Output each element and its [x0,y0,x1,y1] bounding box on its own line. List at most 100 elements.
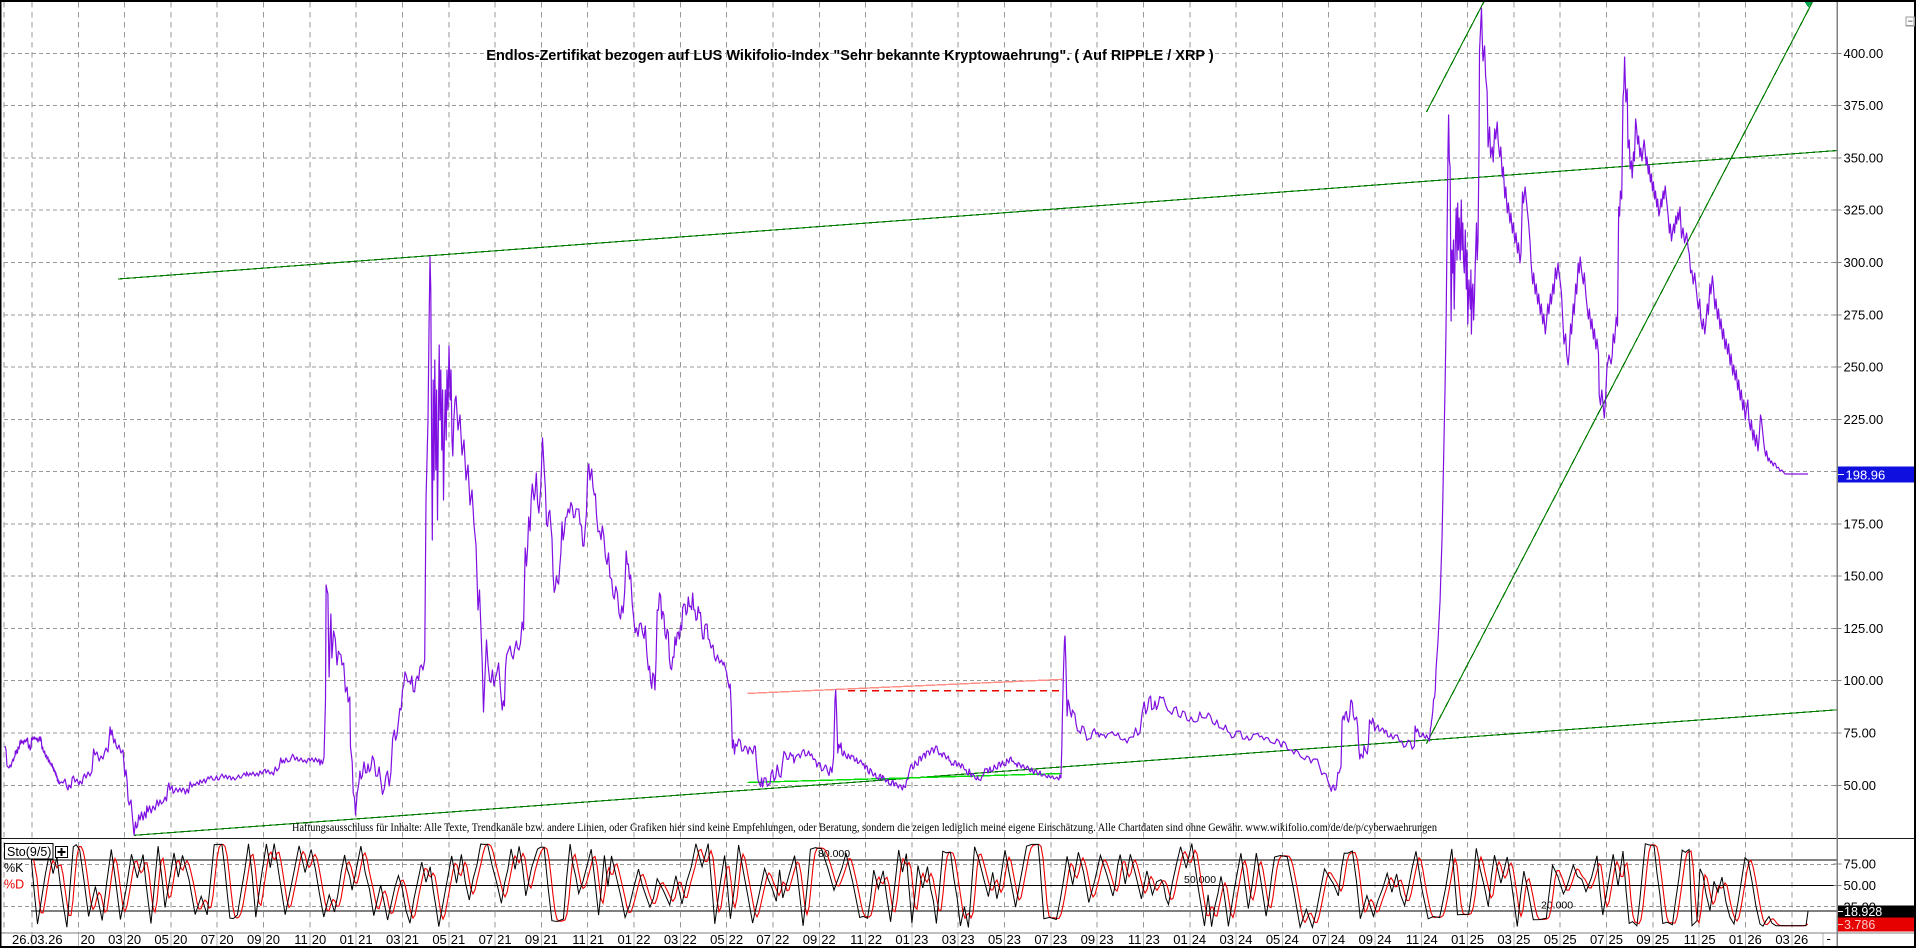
svg-text:100.00: 100.00 [1844,673,1884,688]
svg-text:22: 22 [821,932,835,947]
svg-text:21: 21 [590,932,604,947]
svg-text:22: 22 [729,932,743,947]
svg-text:05: 05 [1544,932,1558,947]
svg-text:11: 11 [1128,932,1142,947]
svg-text:07: 07 [479,932,493,947]
svg-text:01: 01 [895,932,909,947]
svg-text:25: 25 [1516,932,1530,947]
svg-text:09: 09 [803,932,817,947]
svg-text:09: 09 [1081,932,1095,947]
svg-text:22: 22 [775,932,789,947]
svg-text:24: 24 [1192,932,1206,947]
svg-text:05: 05 [988,932,1002,947]
svg-text:24: 24 [1331,932,1345,947]
svg-text:25: 25 [1609,932,1623,947]
svg-text:%K: %K [4,861,24,875]
svg-text:25: 25 [1655,932,1669,947]
svg-text:23: 23 [1007,932,1021,947]
svg-text:Haftungsausschluss für Inhalte: Haftungsausschluss für Inhalte: Alle Tex… [292,820,1437,834]
svg-text:20: 20 [219,932,233,947]
svg-text:20: 20 [127,932,141,947]
svg-text:23: 23 [1053,932,1067,947]
svg-text:20: 20 [312,932,326,947]
svg-text:20: 20 [266,932,280,947]
svg-text:23: 23 [914,932,928,947]
svg-text:07: 07 [756,932,770,947]
svg-text:24: 24 [1238,932,1252,947]
svg-text:22: 22 [636,932,650,947]
svg-text:375.00: 375.00 [1844,98,1884,113]
svg-text:3.786: 3.786 [1844,918,1875,932]
svg-text:25: 25 [1701,932,1715,947]
svg-text:20: 20 [173,932,187,947]
svg-text:50.000: 50.000 [1184,874,1216,886]
svg-text:225.00: 225.00 [1844,412,1884,427]
svg-text:09: 09 [1636,932,1650,947]
svg-text:11: 11 [1406,932,1420,947]
svg-text:11: 11 [572,932,586,947]
svg-text:22: 22 [682,932,696,947]
svg-text:325.00: 325.00 [1844,203,1884,218]
svg-text:Sto(9/5): Sto(9/5) [7,845,51,859]
svg-text:75.00: 75.00 [1844,726,1877,741]
svg-text:05: 05 [1266,932,1280,947]
svg-text:09: 09 [1359,932,1373,947]
svg-text:275.00: 275.00 [1844,307,1884,322]
svg-text:03: 03 [386,932,400,947]
svg-text:11: 11 [1684,932,1698,947]
svg-text:05: 05 [710,932,724,947]
svg-text:-: - [1827,931,1831,946]
svg-text:20: 20 [81,932,95,947]
svg-text:21: 21 [497,932,511,947]
svg-text:03: 03 [664,932,678,947]
svg-text:01: 01 [618,932,632,947]
svg-text:21: 21 [358,932,372,947]
svg-text:Endlos-Zertifikat bezogen auf: Endlos-Zertifikat bezogen auf LUS Wikifo… [486,48,1214,64]
svg-text:07: 07 [201,932,215,947]
svg-text:198.96: 198.96 [1846,467,1886,482]
svg-text:125.00: 125.00 [1844,621,1884,636]
svg-text:01: 01 [1173,932,1187,947]
svg-text:11: 11 [294,932,308,947]
svg-text:23: 23 [960,932,974,947]
svg-text:21: 21 [405,932,419,947]
svg-text:05: 05 [154,932,168,947]
svg-text:11: 11 [850,932,864,947]
svg-text:250.00: 250.00 [1844,360,1884,375]
svg-text:03: 03 [1497,932,1511,947]
svg-text:21: 21 [543,932,557,947]
svg-text:03: 03 [942,932,956,947]
svg-text:25: 25 [1562,932,1576,947]
svg-text:%D: %D [4,878,24,892]
svg-text:150.00: 150.00 [1844,569,1884,584]
svg-text:07: 07 [1590,932,1604,947]
svg-text:175.00: 175.00 [1844,516,1884,531]
svg-text:21: 21 [451,932,465,947]
svg-text:26.03.26: 26.03.26 [12,932,63,947]
svg-text:03: 03 [1220,932,1234,947]
svg-text:22: 22 [868,932,882,947]
svg-text:26: 26 [1794,932,1808,947]
svg-text:25: 25 [1470,932,1484,947]
svg-text:300.00: 300.00 [1844,255,1884,270]
svg-text:05: 05 [432,932,446,947]
svg-text:24: 24 [1284,932,1298,947]
svg-text:24: 24 [1377,932,1391,947]
svg-text:18.928: 18.928 [1844,905,1882,919]
svg-text:03: 03 [1775,932,1789,947]
svg-text:400.00: 400.00 [1844,46,1884,61]
svg-text:01: 01 [1729,932,1743,947]
svg-text:75.00: 75.00 [1844,857,1877,872]
svg-text:01: 01 [340,932,354,947]
svg-text:01: 01 [1451,932,1465,947]
svg-text:26: 26 [1747,932,1761,947]
svg-text:03: 03 [108,932,122,947]
svg-text:09: 09 [525,932,539,947]
svg-text:20.000: 20.000 [1541,900,1573,912]
svg-text:24: 24 [1423,932,1437,947]
svg-text:50.00: 50.00 [1844,878,1877,893]
svg-text:350.00: 350.00 [1844,151,1884,166]
svg-text:23: 23 [1099,932,1113,947]
svg-text:50.00: 50.00 [1844,778,1877,793]
svg-text:09: 09 [247,932,261,947]
